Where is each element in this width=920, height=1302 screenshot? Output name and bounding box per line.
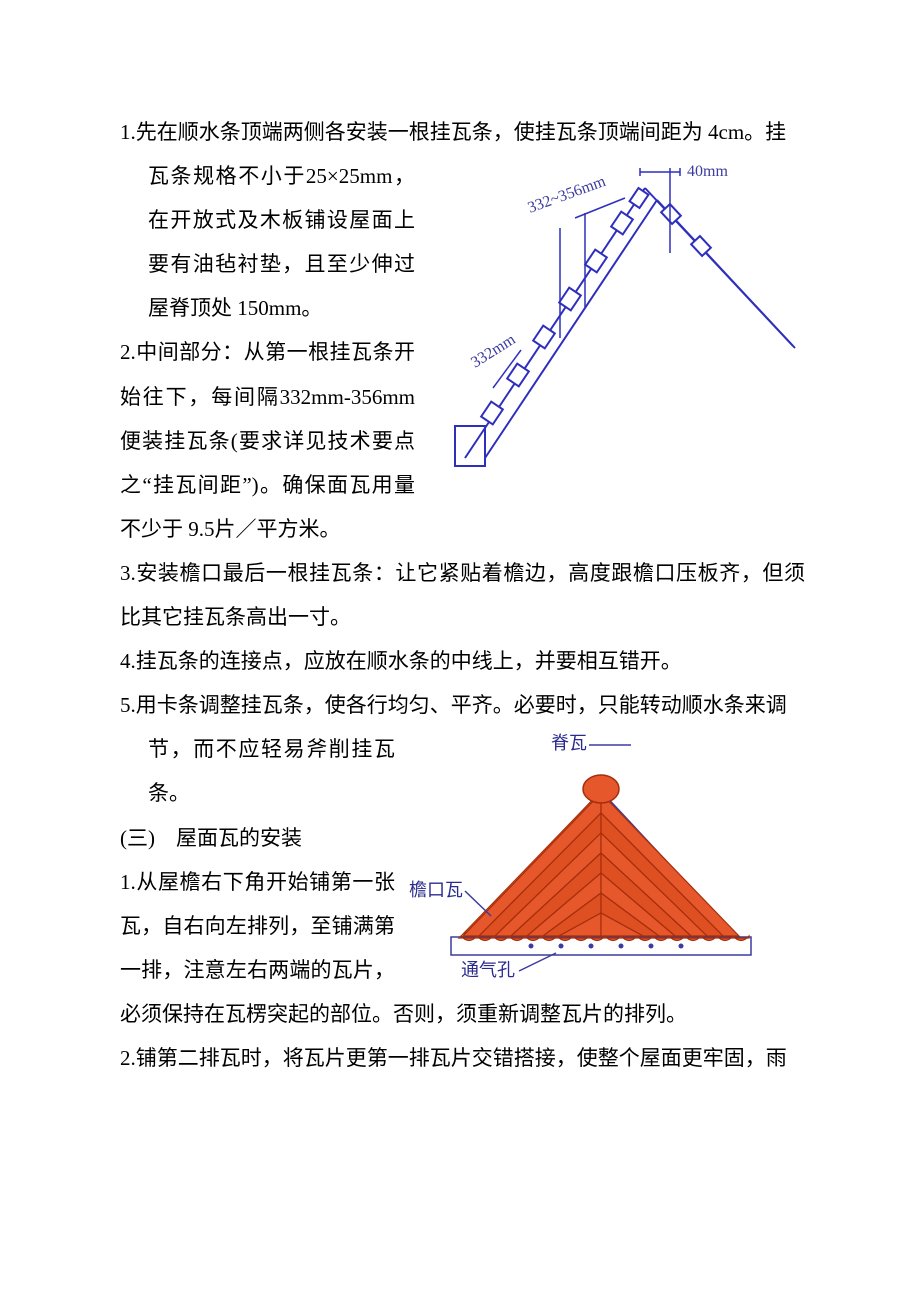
- fig2-label-eave: 檐口瓦: [409, 880, 463, 900]
- para-7: 2.铺第二排瓦时，将瓦片更第一排瓦片交错搭接，使整个屋面更牢固，雨: [120, 1036, 805, 1080]
- fig1-label-40mm: 40mm: [687, 163, 728, 180]
- fig1-label-332: 332mm: [468, 331, 519, 372]
- para-5-text-a: 5.用卡条调整挂瓦条，使各行均匀、平齐。必要时，只能转动顺水条来调: [120, 693, 787, 717]
- fig2-label-ridge: 脊瓦: [551, 733, 587, 753]
- para-1-line1: 1.先在顺水条顶端两侧各安装一根挂瓦条，使挂瓦条顶端间距为 4cm。挂: [120, 110, 805, 154]
- para-5: 5.用卡条调整挂瓦条，使各行均匀、平齐。必要时，只能转动顺水条来调: [120, 683, 805, 727]
- para-3: 3.安装檐口最后一根挂瓦条：让它紧贴着檐边，高度跟檐口压板齐，但须比其它挂瓦条高…: [120, 551, 805, 639]
- para-4: 4.挂瓦条的连接点，应放在顺水条的中线上，并要相互错开。: [120, 639, 805, 683]
- figure-2-roof-tile: 脊瓦: [401, 731, 801, 981]
- document-page: 1.先在顺水条顶端两侧各安装一根挂瓦条，使挂瓦条顶端间距为 4cm。挂: [0, 0, 920, 1302]
- figure-1-batten-diagram: 40mm 332~356mm 332mm: [425, 158, 805, 468]
- fig2-label-vent: 通气孔: [461, 960, 515, 980]
